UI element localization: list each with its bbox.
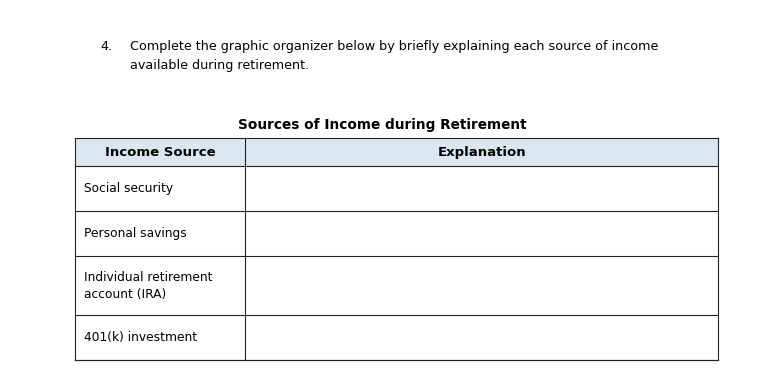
Text: 401(k) investment: 401(k) investment [84, 331, 197, 344]
Text: 4.: 4. [100, 40, 112, 53]
Text: Explanation: Explanation [437, 145, 526, 158]
Bar [75, 138, 245, 166]
Bar [245, 138, 718, 166]
Text: Income Source: Income Source [105, 145, 215, 158]
Text: Social security: Social security [84, 182, 173, 195]
Text: Personal savings: Personal savings [84, 227, 186, 240]
Text: Sources of Income during Retirement: Sources of Income during Retirement [238, 118, 526, 132]
Text: Complete the graphic organizer below by briefly explaining each source of income: Complete the graphic organizer below by … [130, 40, 659, 71]
Text: Individual retirement
account (IRA): Individual retirement account (IRA) [84, 270, 212, 300]
